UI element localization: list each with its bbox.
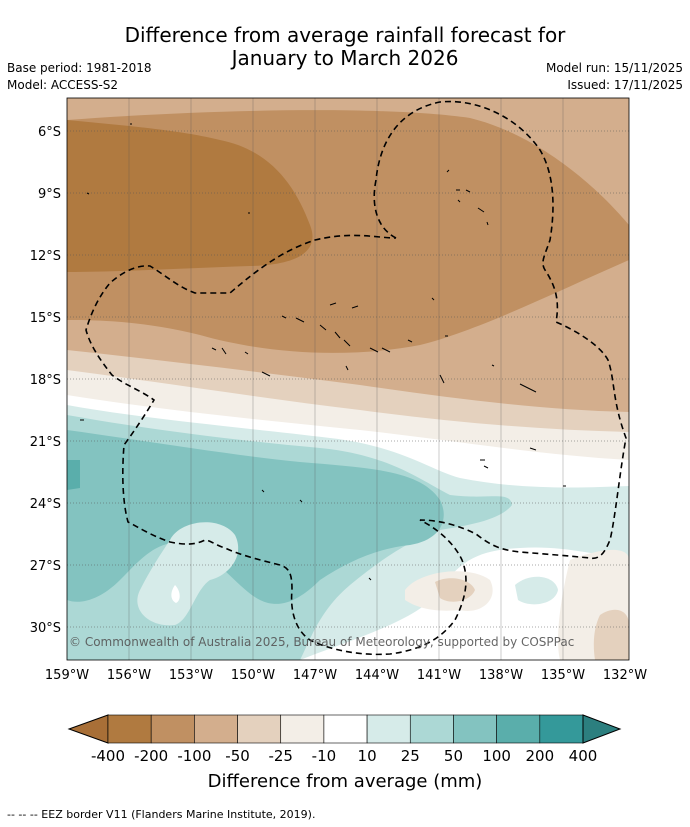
patch-minus-50-east — [593, 609, 629, 660]
patch-neutral — [171, 585, 180, 603]
lon-label: 141°W — [417, 668, 461, 683]
colorbar-cell — [280, 714, 325, 744]
lat-label: 30°S — [30, 621, 61, 636]
lat-label: 21°S — [30, 435, 61, 450]
lon-label: 159°W — [45, 668, 89, 683]
base-period: Base period: 1981-2018 — [7, 61, 152, 75]
colorbar-cell — [453, 714, 497, 744]
lat-label: 27°S — [30, 559, 61, 574]
patch-plus-10-east — [515, 576, 558, 605]
band-plus-50 — [67, 430, 444, 604]
model-name: Model: ACCESS-S2 — [7, 78, 119, 92]
colorbar-cell — [150, 714, 195, 744]
copyright-text: © Commonwealth of Australia 2025, Bureau… — [69, 635, 574, 649]
colorbar-tick-label: 10 — [358, 747, 377, 765]
lon-label: 135°W — [541, 668, 585, 683]
colorbar-cell — [539, 714, 584, 744]
gridlines — [67, 98, 629, 660]
lon-label: 144°W — [355, 668, 399, 683]
colorbar-cell — [409, 714, 454, 744]
lat-label: 15°S — [30, 311, 61, 326]
patch-minus-50 — [435, 578, 475, 602]
title-line-1: Difference from average rainfall forecas… — [124, 23, 566, 47]
lon-label: 138°W — [479, 668, 523, 683]
colorbar-tick-label: -100 — [177, 747, 211, 765]
colorbar: -400 -200 -100 -50 -25 -10 10 25 50 100 200 400 — [67, 714, 622, 765]
issued-date: Issued: 17/11/2025 — [567, 78, 683, 92]
band-minus-100-top — [67, 98, 629, 200]
colorbar-extend-left — [67, 714, 109, 744]
lat-label: 18°S — [30, 373, 61, 388]
colorbar-cell — [496, 714, 541, 744]
colorbar-tick-label: -10 — [312, 747, 337, 765]
eez-border — [85, 100, 627, 656]
colorbar-title: Difference from average (mm) — [207, 771, 483, 792]
title-line-2: January to March 2026 — [231, 46, 459, 70]
eez-legend: -- -- -- EEZ border V11 (Flanders Marine… — [7, 808, 316, 821]
lon-label: 132°W — [603, 668, 647, 683]
colorbar-tick-label: 100 — [482, 747, 511, 765]
colorbar-cell — [237, 714, 282, 744]
patch-plus-100 — [67, 460, 80, 490]
band-minus-25 — [67, 370, 629, 463]
colorbar-tick-label: -200 — [134, 747, 168, 765]
colorbar-cell — [323, 714, 368, 744]
colorbar-tick-label: 200 — [525, 747, 554, 765]
model-run: Model run: 15/11/2025 — [545, 61, 683, 75]
lat-label: 24°S — [30, 497, 61, 512]
colorbar-tick-label: 50 — [444, 747, 463, 765]
rainfall-anomaly-map: © Commonwealth of Australia 2025, Bureau… — [67, 98, 629, 660]
map-title: Difference from average rainfall forecas… — [0, 24, 690, 70]
lon-label: 156°W — [107, 668, 151, 683]
lon-label: 153°W — [169, 668, 213, 683]
band-minus-400 — [67, 120, 313, 272]
colorbar-tick-label: -400 — [91, 747, 125, 765]
colorbar-extend-right — [582, 714, 622, 744]
colorbar-cell — [194, 714, 238, 744]
band-minus-50 — [67, 350, 629, 442]
map-frame — [66, 97, 630, 661]
islands — [80, 123, 566, 581]
patch-plus-10 — [137, 522, 239, 626]
colorbar-cell — [366, 714, 411, 744]
lat-label: 9°S — [38, 187, 61, 202]
metadata-right: Model run: 15/11/2025 Issued: 17/11/2025 — [546, 60, 683, 94]
lat-label: 12°S — [30, 249, 61, 264]
colorbar-tick-label: 25 — [401, 747, 420, 765]
lon-label: 150°W — [231, 668, 275, 683]
colorbar-tick-label: -25 — [268, 747, 293, 765]
colorbar-tick-label: 400 — [569, 747, 598, 765]
colorbar-tick-label: -50 — [225, 747, 250, 765]
longitude-axis: 159°W 156°W 153°W 150°W 147°W 144°W 141°… — [45, 668, 647, 683]
lat-label: 6°S — [38, 125, 61, 140]
metadata-left: Base period: 1981-2018 Model: ACCESS-S2 — [7, 60, 152, 94]
latitude-axis: 6°S 9°S 12°S 15°S 18°S 21°S 24°S 27°S 30… — [30, 125, 61, 636]
colorbar-cell — [107, 714, 152, 744]
lon-label: 147°W — [293, 668, 337, 683]
